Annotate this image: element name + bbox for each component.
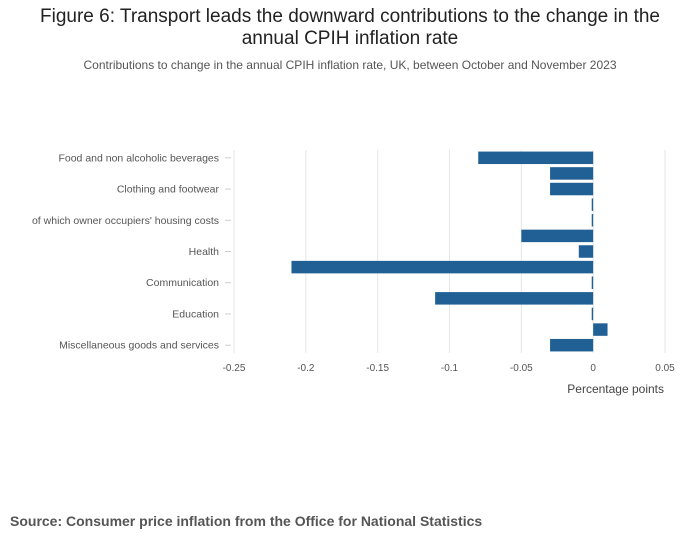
category-label: of which owner occupiers' housing costs (32, 215, 219, 227)
category-label: Miscellaneous goods and services (59, 340, 219, 352)
gridlines (233, 150, 666, 353)
category-label: Clothing and footwear (117, 184, 220, 196)
chart-title: Figure 6: Transport leads the downward c… (40, 6, 660, 49)
bar (591, 214, 594, 227)
bar (550, 167, 594, 180)
category-label: Health (189, 246, 220, 258)
chart-subtitle: Contributions to change in the annual CP… (83, 58, 617, 72)
x-tick-label: -0.2 (297, 363, 315, 374)
bar (291, 260, 594, 274)
bar (521, 229, 594, 243)
bars (291, 151, 608, 352)
bar (591, 198, 594, 211)
x-tick-label: 0 (590, 363, 596, 374)
x-tick-labels: -0.25 -0.2 -0.15 -0.1 -0.05 0 0.05 (223, 363, 676, 374)
bar (435, 292, 594, 305)
bar (478, 151, 594, 165)
category-label: Communication (146, 277, 219, 289)
bar (578, 245, 594, 258)
category-label: Food and non alcoholic beverages (58, 152, 219, 164)
bar (591, 307, 594, 321)
x-tick-label: -0.25 (223, 363, 246, 374)
category-labels: Food and non alcoholic beverages Clothing… (32, 152, 231, 352)
x-tick-label: 0.05 (655, 363, 675, 374)
x-axis-title: Percentage points (567, 382, 664, 396)
category-label: Education (172, 308, 219, 320)
x-tick-label: -0.15 (366, 363, 389, 374)
x-tick-label: -0.1 (441, 363, 459, 374)
x-tick-label: -0.05 (510, 363, 533, 374)
bar (591, 276, 594, 289)
source-note: Source: Consumer price inflation from th… (10, 513, 483, 529)
bar (593, 323, 608, 336)
bar (550, 338, 594, 352)
bar (550, 182, 594, 196)
